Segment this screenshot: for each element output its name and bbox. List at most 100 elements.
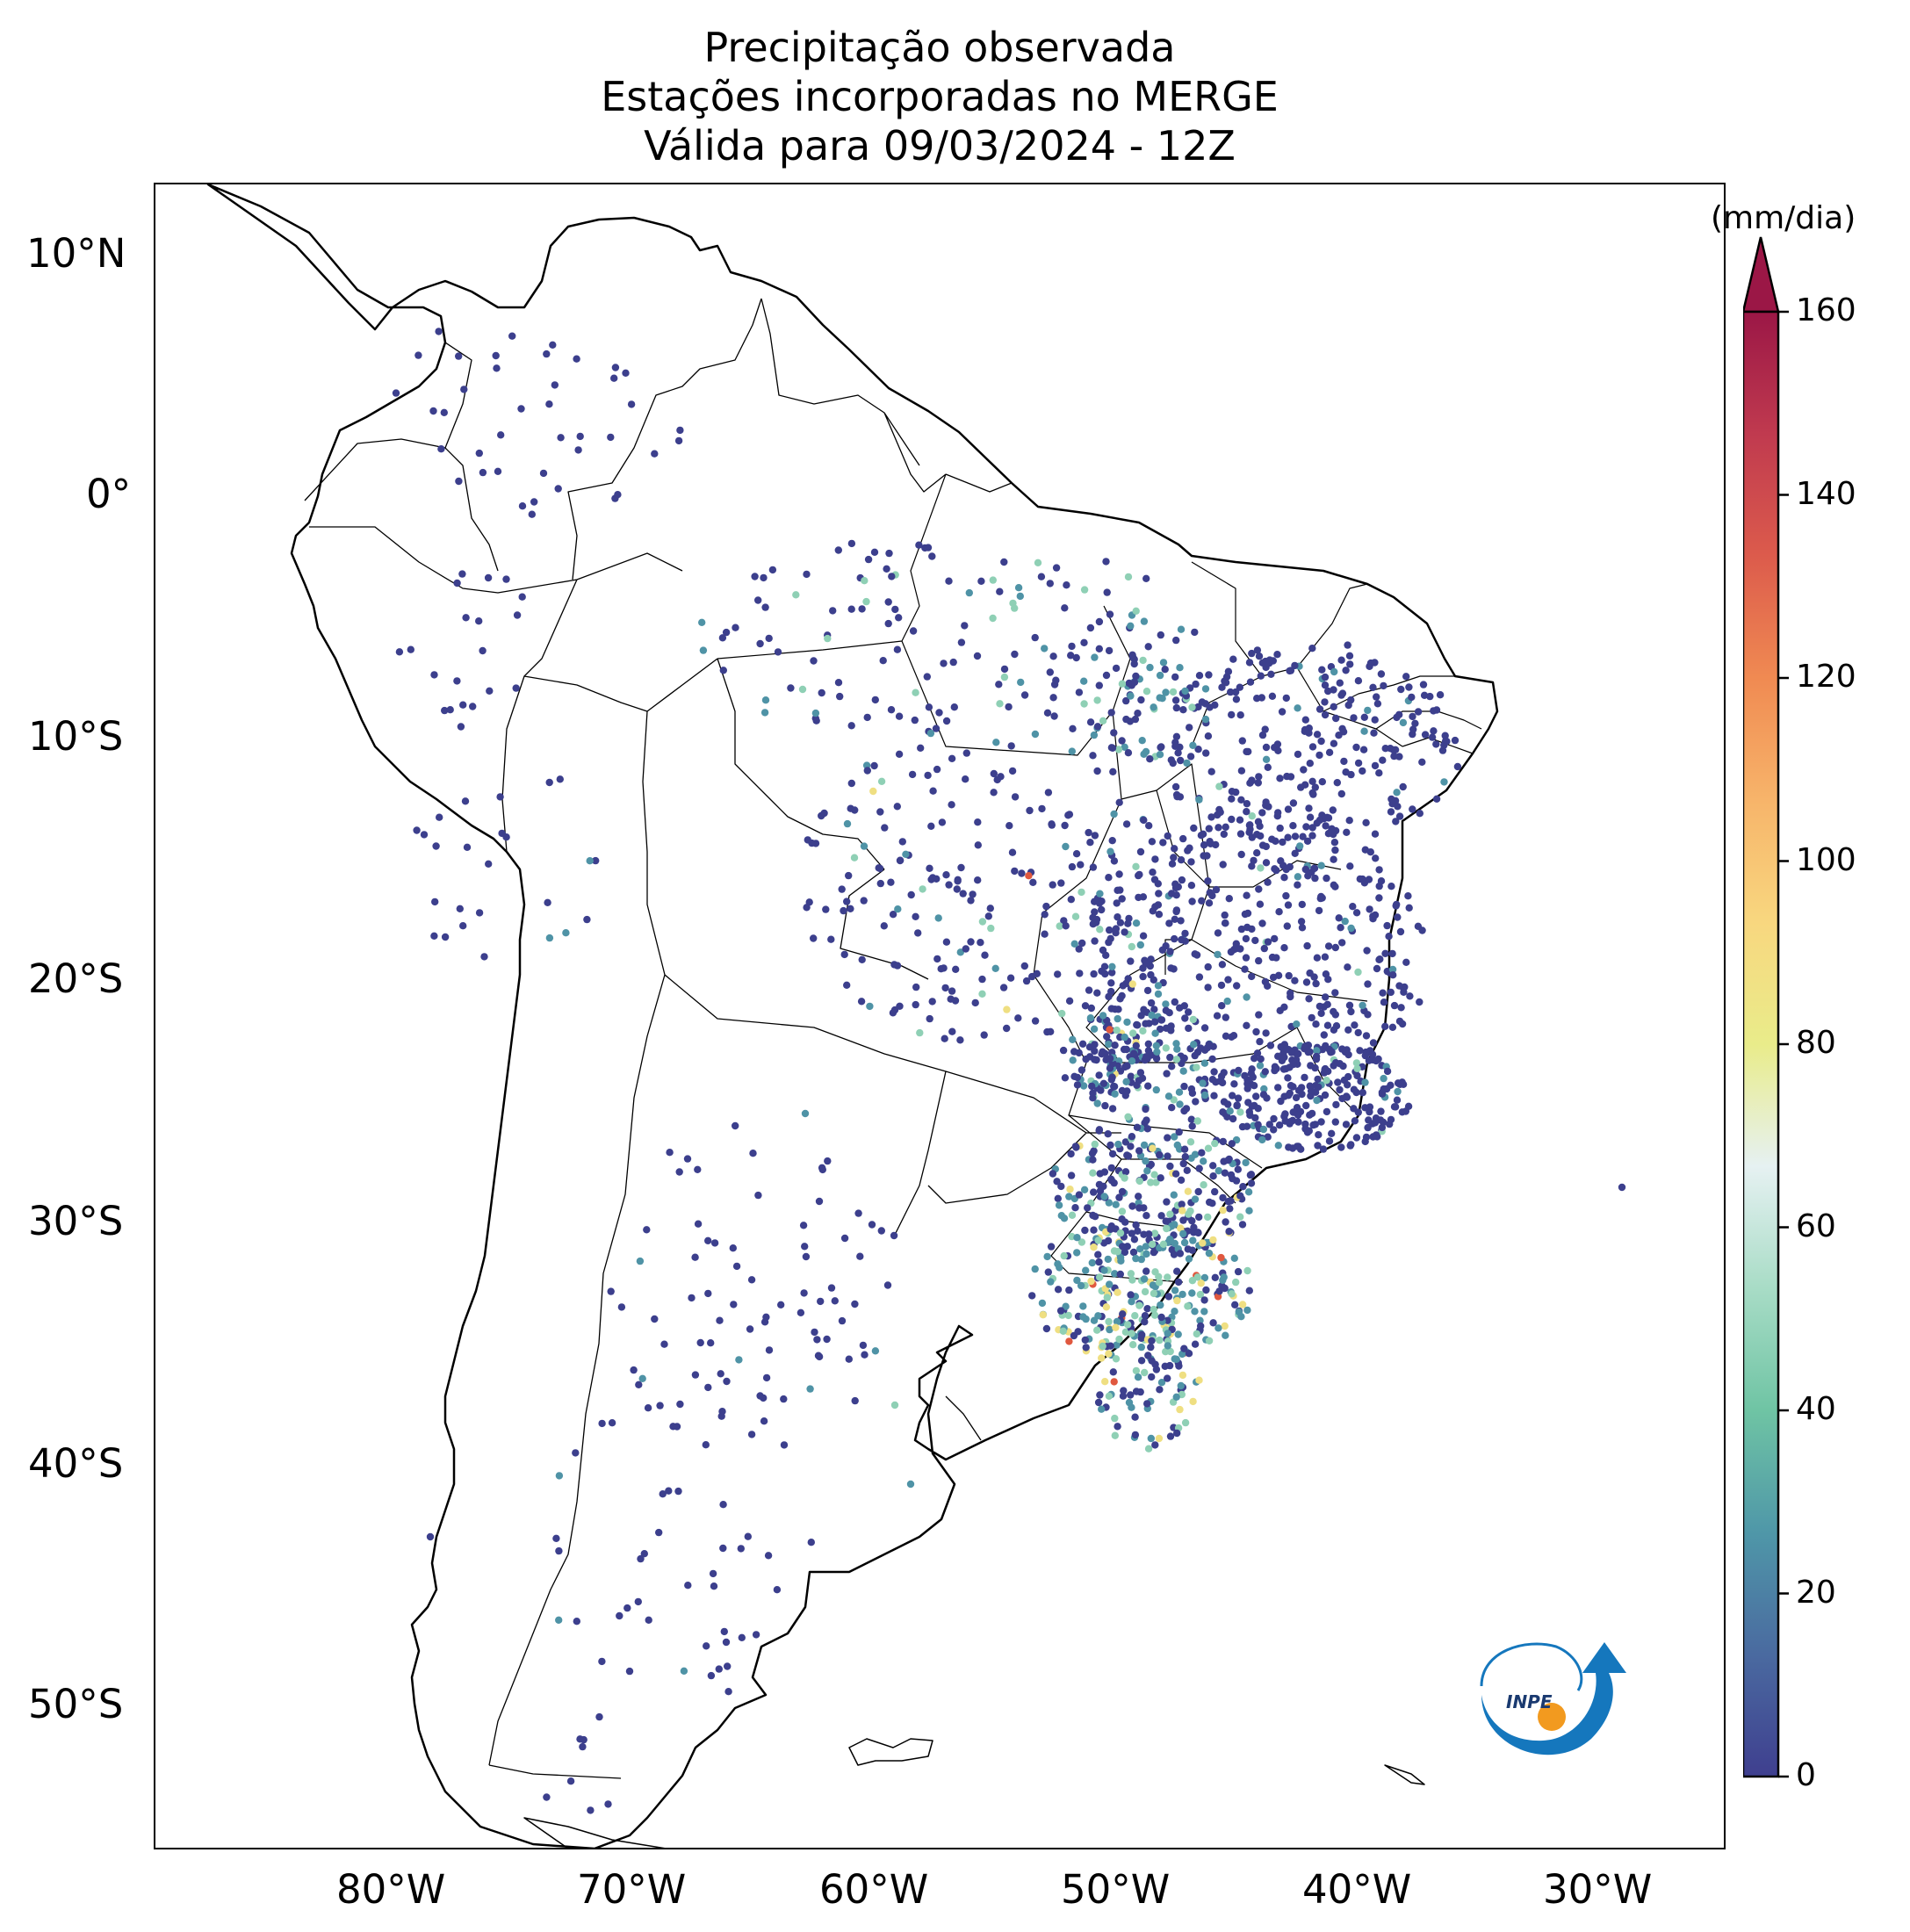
- station-marker: [1170, 854, 1178, 861]
- station-marker: [1195, 1213, 1203, 1222]
- station-marker: [1416, 998, 1423, 1006]
- south-georgia: [1384, 1764, 1425, 1785]
- station-marker: [1142, 1116, 1150, 1124]
- station-marker: [814, 1352, 823, 1359]
- station-marker: [1198, 1149, 1206, 1157]
- station-marker: [747, 1431, 756, 1438]
- station-marker: [1236, 816, 1244, 824]
- station-marker: [1148, 1337, 1156, 1345]
- station-marker: [1323, 874, 1330, 883]
- station-marker: [1110, 1378, 1118, 1386]
- station-marker: [1352, 743, 1360, 752]
- station-marker: [554, 485, 562, 493]
- station-marker: [1368, 1050, 1377, 1058]
- station-marker: [1105, 874, 1113, 882]
- station-marker: [1142, 1053, 1150, 1061]
- station-marker: [1121, 928, 1128, 936]
- station-marker: [1336, 679, 1344, 687]
- station-marker: [492, 351, 500, 360]
- station-marker: [760, 709, 769, 717]
- station-marker: [1280, 1053, 1288, 1062]
- station-marker: [607, 1287, 615, 1295]
- station-marker: [1347, 1007, 1355, 1016]
- station-marker: [496, 793, 504, 801]
- station-marker: [1185, 1008, 1193, 1016]
- station-marker: [610, 374, 618, 382]
- station-marker: [1321, 1091, 1330, 1099]
- station-marker: [1191, 1308, 1199, 1316]
- station-marker: [1124, 749, 1133, 757]
- station-marker: [1142, 1105, 1150, 1114]
- station-marker: [1321, 710, 1330, 719]
- station-marker: [1150, 1229, 1159, 1237]
- station-marker: [1234, 1165, 1243, 1173]
- station-marker: [1151, 855, 1159, 863]
- station-marker: [1377, 1107, 1385, 1115]
- station-marker: [1330, 881, 1338, 889]
- lon-label-50w: 50°W: [1061, 1866, 1171, 1913]
- station-marker: [840, 906, 847, 915]
- station-marker: [1076, 970, 1084, 977]
- station-marker: [1441, 732, 1449, 739]
- station-marker: [1079, 1313, 1087, 1321]
- station-marker: [1281, 1110, 1289, 1118]
- station-marker: [925, 703, 933, 711]
- station-marker: [1200, 1273, 1209, 1282]
- station-marker: [1243, 891, 1251, 899]
- station-marker: [1124, 1152, 1133, 1160]
- station-marker: [796, 1308, 805, 1317]
- station-marker: [530, 498, 538, 506]
- station-marker: [827, 935, 835, 943]
- station-marker: [847, 905, 854, 912]
- station-marker: [1046, 580, 1054, 588]
- station-marker: [716, 1316, 724, 1324]
- station-marker: [1065, 1337, 1073, 1345]
- station-marker: [1073, 1249, 1081, 1257]
- station-marker: [1208, 891, 1216, 900]
- station-marker: [1352, 1134, 1361, 1142]
- station-marker: [1106, 610, 1114, 618]
- station-marker: [1052, 564, 1061, 572]
- station-marker: [1321, 1064, 1330, 1073]
- station-marker: [441, 933, 450, 941]
- station-marker: [1178, 1371, 1187, 1380]
- station-marker: [1217, 1253, 1225, 1262]
- station-marker: [1168, 1063, 1176, 1071]
- station-marker: [651, 1315, 659, 1323]
- station-marker: [717, 1370, 724, 1378]
- station-marker: [528, 510, 536, 518]
- station-marker: [617, 1303, 626, 1311]
- station-marker: [1112, 1323, 1120, 1331]
- station-marker: [1191, 1051, 1199, 1060]
- station-marker: [1111, 1431, 1120, 1439]
- station-marker: [1245, 828, 1253, 836]
- station-marker: [1106, 1026, 1114, 1034]
- station-marker: [1229, 655, 1237, 663]
- station-marker: [1056, 1264, 1063, 1272]
- station-marker: [843, 898, 851, 905]
- station-marker: [1234, 1267, 1243, 1276]
- lon-label-60w: 60°W: [819, 1866, 929, 1913]
- station-marker: [948, 987, 956, 995]
- station-marker: [1108, 837, 1116, 845]
- station-marker: [1229, 1092, 1236, 1099]
- station-marker: [1231, 1301, 1239, 1309]
- station-marker: [1118, 1208, 1127, 1215]
- station-marker: [1230, 1254, 1239, 1263]
- station-marker: [974, 841, 982, 849]
- station-marker: [1169, 688, 1178, 696]
- station-marker: [1215, 1287, 1223, 1295]
- logo-outline-arc: [1480, 1642, 1583, 1691]
- station-marker: [1364, 706, 1372, 715]
- station-marker: [1041, 930, 1049, 938]
- station-marker: [709, 1569, 717, 1578]
- station-marker: [1011, 604, 1019, 612]
- station-marker: [1164, 1273, 1171, 1281]
- station-marker: [1262, 859, 1271, 867]
- station-marker: [437, 445, 445, 453]
- station-marker: [1052, 676, 1060, 684]
- station-marker: [1060, 1251, 1068, 1260]
- station-marker: [1139, 1027, 1147, 1035]
- station-marker: [1101, 1378, 1109, 1386]
- station-marker: [906, 1480, 915, 1489]
